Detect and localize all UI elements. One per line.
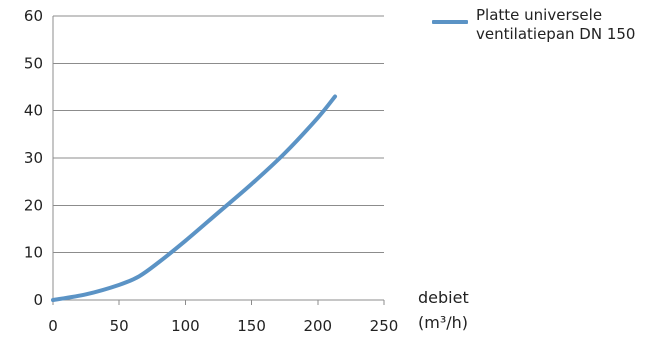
x-tick-label: 50 (110, 317, 129, 335)
y-tick-label: 20 (24, 196, 43, 214)
legend: Platte universele ventilatiepan DN 150 (432, 6, 657, 56)
x-tick-label: 100 (171, 317, 200, 335)
y-tick-label: 60 (24, 7, 43, 25)
series-line (51, 94, 338, 302)
legend-label: Platte universele ventilatiepan DN 150 (476, 6, 656, 44)
x-axis-title: debiet (m³/h) (418, 285, 513, 335)
tick-labels: 0 10 20 30 40 50 60 0 50 100 150 200 250 (24, 7, 398, 335)
legend-label-line-2: ventilatiepan DN 150 (476, 25, 636, 43)
legend-label-line-1: Platte universele (476, 6, 603, 24)
x-tick-label: 200 (303, 317, 332, 335)
x-tick-label: 150 (237, 317, 266, 335)
y-tick-label: 10 (24, 244, 43, 262)
x-tick-label: 250 (370, 317, 399, 335)
legend-swatch (432, 20, 468, 24)
axes (52, 16, 385, 305)
y-tick-label: 0 (33, 291, 43, 309)
y-tick-label: 50 (24, 54, 43, 72)
y-tick-label: 40 (24, 102, 43, 120)
series-layer (51, 94, 338, 302)
y-tick-label: 30 (24, 149, 43, 167)
x-axis-label: debiet (418, 288, 469, 307)
x-tick-label: 0 (48, 317, 58, 335)
x-axis-unit: (m³/h) (418, 313, 469, 332)
gridlines (53, 15, 384, 254)
